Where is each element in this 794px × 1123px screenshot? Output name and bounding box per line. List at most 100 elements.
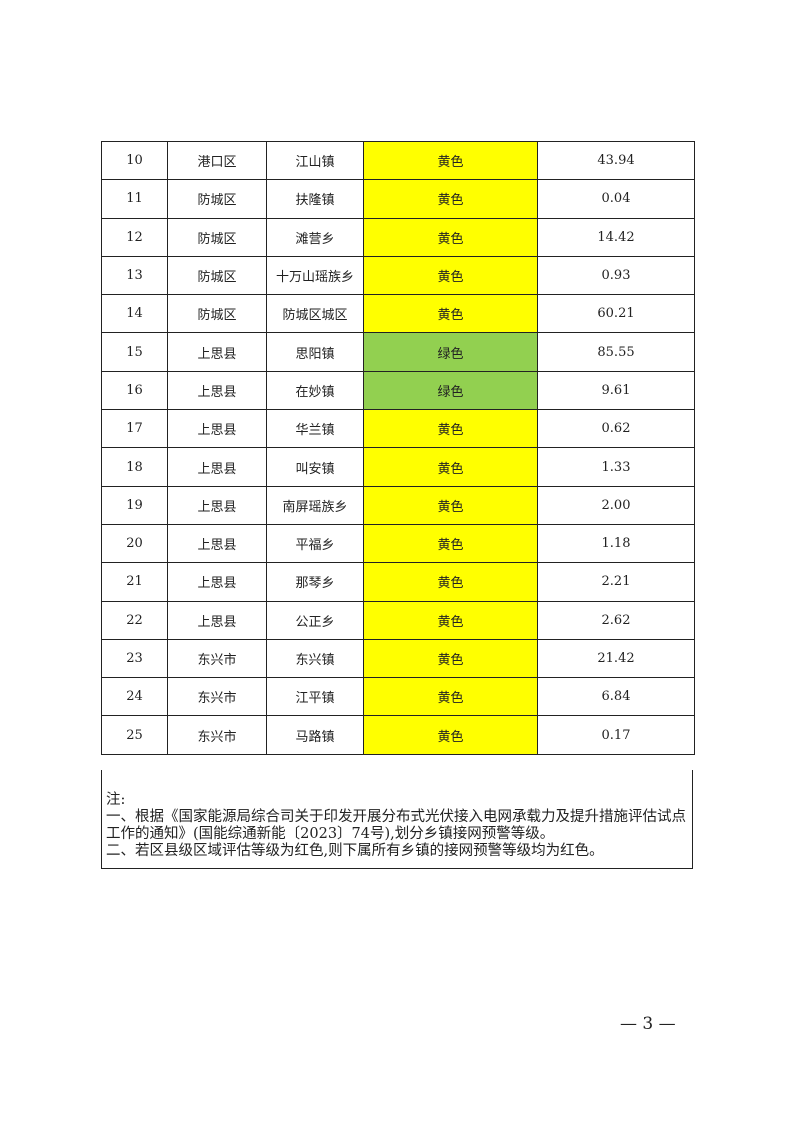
cell-no: 12 [101, 217, 168, 257]
cell-district: 上思县 [167, 447, 267, 487]
table-row: 24 东兴市 江平镇 黄色 6.84 [101, 677, 695, 717]
cell-level: 绿色 [363, 332, 538, 372]
cell-town: 扶隆镇 [266, 179, 364, 219]
cell-no: 22 [101, 600, 168, 640]
cell-value: 60.21 [537, 294, 695, 334]
page-number: — 3 — [620, 1014, 676, 1034]
table-row: 15 上思县 思阳镇 绿色 85.55 [101, 332, 695, 372]
table-row: 18 上思县 叫安镇 黄色 1.33 [101, 447, 695, 487]
cell-value: 1.33 [537, 447, 695, 487]
table-row: 22 上思县 公正乡 黄色 2.62 [101, 600, 695, 640]
cell-district: 上思县 [167, 485, 267, 525]
cell-town: 公正乡 [266, 600, 364, 640]
cell-district: 东兴市 [167, 638, 267, 679]
cell-value: 0.93 [537, 255, 695, 296]
cell-level: 黄色 [363, 485, 538, 525]
cell-district: 防城区 [167, 255, 267, 296]
cell-town: 南屏瑶族乡 [266, 485, 364, 525]
cell-town: 思阳镇 [266, 332, 364, 372]
cell-district: 港口区 [167, 140, 267, 181]
cell-district: 上思县 [167, 523, 267, 564]
cell-district: 东兴市 [167, 715, 267, 755]
cell-town: 江山镇 [266, 140, 364, 181]
cell-level: 黄色 [363, 677, 538, 717]
cell-no: 18 [101, 447, 168, 487]
cell-level: 黄色 [363, 409, 538, 449]
cell-no: 13 [101, 255, 168, 296]
table: 10 港口区 江山镇 黄色 43.94 11 防城区 扶隆镇 黄色 0.04 12 防城区 滩营乡 黄色 1… [101, 140, 695, 755]
table-row: 23 东兴市 东兴镇 黄色 21.42 [101, 638, 695, 679]
note-item: 二、若区县级区域评估等级为红色,则下属所有乡镇的接网预警等级均为红色。 [106, 843, 604, 859]
cell-town: 平福乡 [266, 523, 364, 564]
cell-town: 十万山瑶族乡 [266, 255, 364, 296]
table-row: 12 防城区 滩营乡 黄色 14.42 [101, 217, 695, 257]
cell-town: 在妙镇 [266, 370, 364, 411]
cell-district: 上思县 [167, 600, 267, 640]
cell-level: 黄色 [363, 523, 538, 564]
cell-no: 19 [101, 485, 168, 525]
table-row: 13 防城区 十万山瑶族乡 黄色 0.93 [101, 255, 695, 296]
cell-district: 防城区 [167, 294, 267, 334]
cell-district: 防城区 [167, 217, 267, 257]
table-row: 20 上思县 平福乡 黄色 1.18 [101, 523, 695, 564]
cell-district: 上思县 [167, 370, 267, 411]
cell-value: 2.00 [537, 485, 695, 525]
note: 注: 一、根据《国家能源局综合司关于印发开展分布式光伏接入电网承载力及提升措施评… [101, 770, 693, 869]
cell-town: 马路镇 [266, 715, 364, 755]
cell-district: 防城区 [167, 179, 267, 219]
cell-value: 85.55 [537, 332, 695, 372]
cell-value: 9.61 [537, 370, 695, 411]
cell-town: 防城区城区 [266, 294, 364, 334]
cell-town: 江平镇 [266, 677, 364, 717]
cell-town: 华兰镇 [266, 409, 364, 449]
cell-no: 14 [101, 294, 168, 334]
cell-value: 1.18 [537, 523, 695, 564]
cell-level: 黄色 [363, 255, 538, 296]
cell-town: 滩营乡 [266, 217, 364, 257]
cell-value: 0.04 [537, 179, 695, 219]
cell-no: 16 [101, 370, 168, 411]
cell-level: 黄色 [363, 217, 538, 257]
cell-value: 2.21 [537, 562, 695, 602]
cell-no: 20 [101, 523, 168, 564]
cell-district: 上思县 [167, 409, 267, 449]
cell-value: 14.42 [537, 217, 695, 257]
cell-level: 黄色 [363, 600, 538, 640]
cell-no: 25 [101, 715, 168, 755]
cell-no: 21 [101, 562, 168, 602]
cell-value: 2.62 [537, 600, 695, 640]
table-row: 19 上思县 南屏瑶族乡 黄色 2.00 [101, 485, 695, 525]
cell-town: 东兴镇 [266, 638, 364, 679]
cell-value: 6.84 [537, 677, 695, 717]
cell-level: 黄色 [363, 179, 538, 219]
cell-town: 那琴乡 [266, 562, 364, 602]
cell-no: 17 [101, 409, 168, 449]
cell-no: 10 [101, 140, 168, 181]
cell-level: 黄色 [363, 140, 538, 181]
note-title: 注: [106, 792, 126, 808]
cell-level: 黄色 [363, 638, 538, 679]
table-row: 16 上思县 在妙镇 绿色 9.61 [101, 370, 695, 411]
table-row: 14 防城区 防城区城区 黄色 60.21 [101, 294, 695, 334]
cell-no: 23 [101, 638, 168, 679]
cell-value: 43.94 [537, 140, 695, 181]
cell-no: 15 [101, 332, 168, 372]
cell-district: 上思县 [167, 332, 267, 372]
cell-level: 黄色 [363, 562, 538, 602]
cell-level: 绿色 [363, 370, 538, 411]
cell-town: 叫安镇 [266, 447, 364, 487]
cell-level: 黄色 [363, 715, 538, 755]
cell-value: 0.62 [537, 409, 695, 449]
cell-value: 21.42 [537, 638, 695, 679]
cell-level: 黄色 [363, 447, 538, 487]
cell-district: 东兴市 [167, 677, 267, 717]
cell-no: 11 [101, 179, 168, 219]
table-row: 10 港口区 江山镇 黄色 43.94 [101, 140, 695, 181]
cell-value: 0.17 [537, 715, 695, 755]
table-row: 25 东兴市 马路镇 黄色 0.17 [101, 715, 695, 755]
cell-district: 上思县 [167, 562, 267, 602]
cell-no: 24 [101, 677, 168, 717]
note-item: 一、根据《国家能源局综合司关于印发开展分布式光伏接入电网承载力及提升措施评估试点… [106, 809, 686, 842]
cell-level: 黄色 [363, 294, 538, 334]
